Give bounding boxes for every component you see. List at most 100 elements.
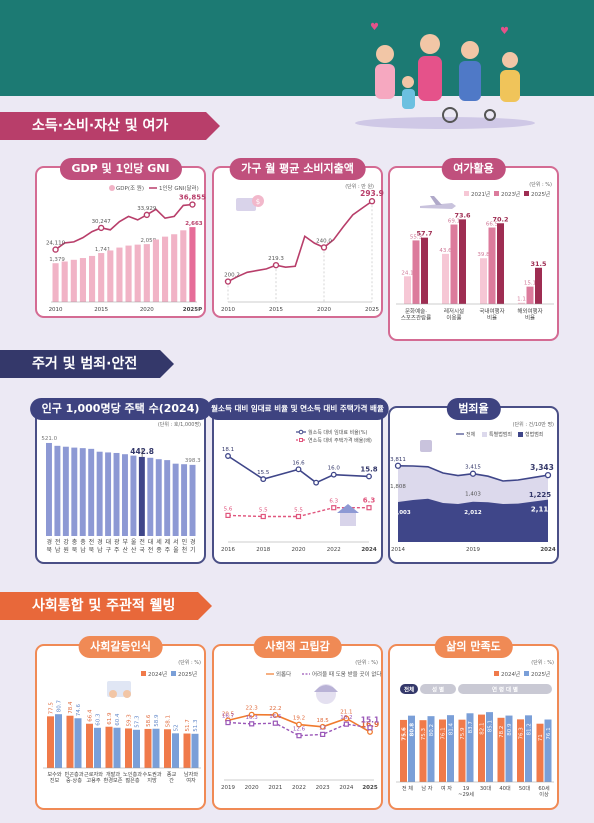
person-body — [375, 64, 395, 99]
data-label: 15.8 — [360, 465, 377, 473]
legend-label: 2024년 — [148, 670, 167, 678]
data-label: 51.7 — [185, 719, 191, 732]
data-label: 21.1 — [340, 709, 352, 715]
x-tick-label: 남자와 — [184, 770, 199, 778]
conflict-bar — [125, 728, 132, 768]
gdp-bar — [171, 234, 178, 302]
x-tick-label: 이용률 — [446, 314, 461, 322]
housing-bar — [54, 445, 61, 536]
conflict-bar — [113, 727, 121, 768]
price-point — [260, 513, 266, 520]
person-head — [376, 45, 394, 63]
section-housing-title: 주거 및 범죄·안전 — [0, 350, 174, 378]
housing-bar — [96, 451, 103, 536]
data-label: 16.2 — [340, 715, 352, 721]
data-label: 18.5 — [317, 718, 330, 724]
data-label: 75.6 — [402, 727, 408, 741]
leisure-bar — [497, 223, 504, 304]
airplane-icon — [420, 203, 456, 209]
data-label: 398.3 — [185, 458, 201, 464]
gni-point — [143, 211, 151, 219]
housing-bar — [172, 463, 179, 536]
satisfaction-bar — [447, 715, 454, 782]
conflict-bar — [133, 729, 140, 768]
housing-bar — [164, 460, 171, 536]
x-tick-label: 근로자와 — [84, 770, 103, 778]
x-tick-label: 해외여행자 — [517, 307, 542, 315]
spend-point — [320, 244, 328, 251]
price-point — [225, 512, 231, 519]
legend-label: 2023년 — [501, 190, 520, 198]
x-tick-label: 비율 — [525, 314, 535, 322]
satisfaction-bar — [408, 715, 415, 782]
panel-title: GDP 및 1인당 GNI — [59, 158, 182, 180]
leisure-bar — [459, 219, 466, 304]
housing-bar — [62, 446, 69, 536]
data-label: 22.3 — [246, 706, 259, 712]
x-tick-label: 2024 — [361, 547, 376, 553]
satisfaction-bar — [458, 719, 466, 782]
money-icon — [236, 198, 256, 211]
legend-label: 외롭다 — [276, 670, 291, 678]
unit-label: (단위 : 호/1,000명) — [158, 421, 201, 428]
x-tick-label: 40대 — [499, 784, 511, 792]
x-tick-label: 충 — [80, 538, 86, 546]
spend-point — [224, 278, 232, 285]
data-label: 1,403 — [465, 492, 481, 498]
data-label: 1.1 — [517, 297, 526, 303]
leisure-bar — [442, 253, 449, 304]
nohelp-point — [343, 721, 349, 727]
total-point — [394, 462, 402, 469]
data-label: 61.9 — [107, 712, 113, 725]
legend-swatch — [298, 429, 304, 435]
housing-bar — [147, 457, 154, 536]
heart-icon: ♥ — [370, 22, 379, 33]
wheelchair-wheel — [442, 107, 458, 123]
x-tick-label: 비율 — [487, 314, 497, 322]
data-label: 521.0 — [41, 436, 57, 442]
housing-bar — [105, 452, 112, 536]
x-tick-label: 2015 — [269, 307, 283, 313]
data-label: 66.4 — [88, 709, 94, 722]
data-label: 200.2 — [224, 273, 240, 279]
gdp-bar — [125, 245, 132, 302]
data-label: 76.3 — [519, 727, 525, 740]
data-label: 57.3 — [135, 715, 141, 728]
conflict-bar — [94, 727, 101, 768]
x-tick-label: 50대 — [519, 784, 531, 792]
data-label: 1,808 — [390, 484, 406, 490]
group-tab-sex — [420, 684, 456, 694]
x-tick-label: 2024 — [339, 785, 353, 791]
x-tick-label: 30대 — [480, 784, 492, 792]
legend-swatch — [109, 185, 115, 191]
data-label: 75.3 — [421, 728, 427, 741]
data-label: 5.5 — [294, 508, 303, 514]
legend-swatch — [482, 432, 487, 437]
conflict-bar — [144, 728, 152, 768]
x-tick-label: 대 — [148, 538, 154, 546]
legend-label: 특별법범죄 — [489, 431, 512, 438]
leisure-bar — [488, 227, 496, 304]
data-label: 31.5 — [530, 260, 547, 268]
data-label: 80.8 — [410, 723, 416, 737]
panel-leisure: 여가활용 (단위 : %) 2021년 2023년 2025년 24.1 55.3 57.7… — [388, 158, 559, 341]
data-label: 82.1 — [480, 722, 486, 734]
data-label: 13 — [319, 725, 326, 731]
legend-label: 월소득 대비 임대료 비율(%) — [308, 429, 367, 436]
conflict-bar — [55, 714, 62, 768]
data-label: 69.1 — [448, 219, 460, 225]
gni-line — [55, 203, 193, 251]
panel-title: 월소득 대비 임대료 비율 및 연소득 대비 주택가격 배율 — [206, 398, 389, 420]
x-tick-label: 국내여행자 — [479, 307, 504, 315]
leisure-bar — [518, 302, 525, 304]
data-label: 293.9 — [360, 189, 384, 198]
x-tick-label: 북 — [72, 547, 78, 554]
x-tick-label: 전 체 — [402, 784, 413, 792]
nohelp-point — [367, 725, 373, 731]
x-tick-label: 산 — [122, 546, 128, 554]
x-tick-label: 여자 — [186, 776, 196, 784]
x-tick-label: 보수와 — [47, 771, 62, 778]
satisfaction-bar — [505, 715, 513, 782]
satisfaction-bar — [544, 719, 552, 782]
